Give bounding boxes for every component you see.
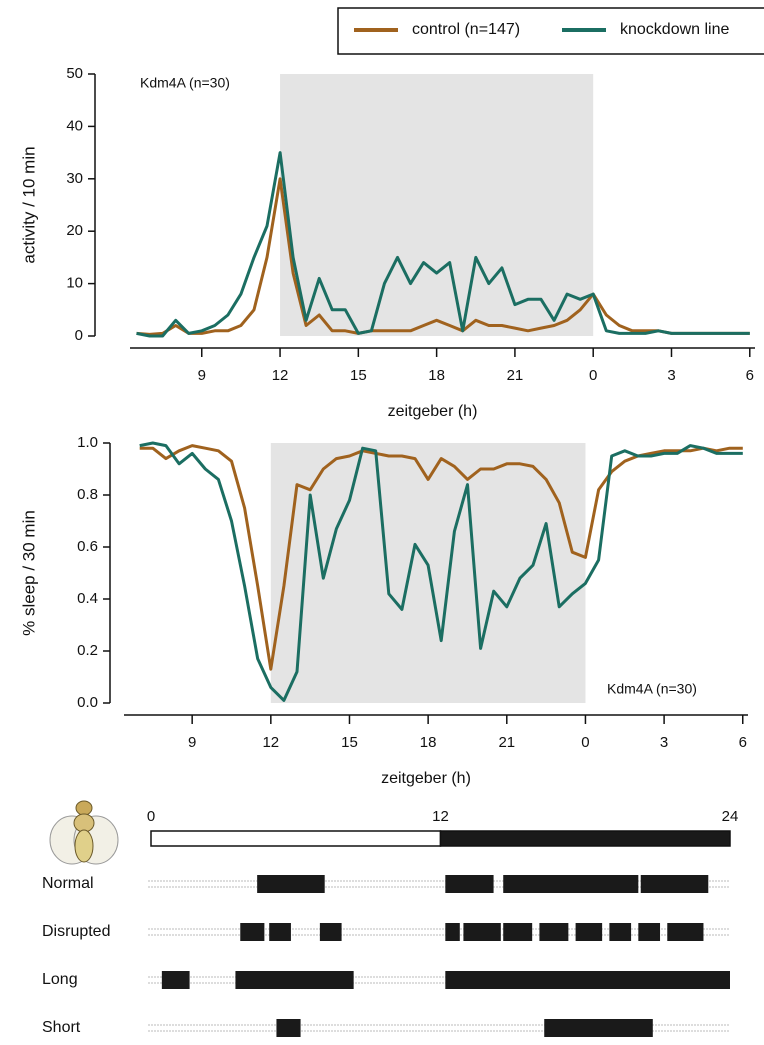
sleep-bout <box>609 923 632 941</box>
y-tick-label: 0.4 <box>77 590 98 607</box>
series-line <box>139 441 743 702</box>
y-tick-label: 0.8 <box>77 486 98 503</box>
sleep-bout <box>640 875 709 893</box>
x-tick-label: 18 <box>420 734 437 751</box>
sleep-bout <box>539 923 569 941</box>
legend-box <box>337 7 764 55</box>
day-tick-label: 12 <box>432 808 449 825</box>
sleep-bout <box>503 875 639 893</box>
annotation: Kdm4A (n=30) <box>140 75 230 91</box>
series-line <box>136 177 750 336</box>
y-tick-label: 1.0 <box>77 434 98 451</box>
sleep-bout <box>269 923 291 941</box>
dark-phase <box>439 830 731 847</box>
x-tick-label: 3 <box>667 367 675 384</box>
sleep-bout <box>638 923 661 941</box>
row-label: Normal <box>42 875 94 892</box>
sleep-bout <box>445 971 730 989</box>
x-tick-label: 12 <box>262 734 279 751</box>
x-tick-label: 3 <box>660 734 668 751</box>
x-axis-label: zeitgeber (h) <box>381 770 471 787</box>
x-tick-label: 21 <box>507 367 524 384</box>
sleep-bout <box>319 923 342 941</box>
sleep-bout <box>463 923 501 941</box>
annotation: Kdm4A (n=30) <box>607 681 697 697</box>
y-tick-label: 0 <box>75 327 83 344</box>
row-label: Long <box>42 971 78 988</box>
x-tick-label: 18 <box>428 367 445 384</box>
y-tick-label: 0.0 <box>77 694 98 711</box>
sleep-bout <box>445 923 460 941</box>
y-axis-label: % sleep / 30 min <box>19 510 38 636</box>
x-tick-label: 12 <box>272 367 289 384</box>
y-tick-label: 10 <box>66 275 83 292</box>
sleep-bout <box>276 1019 301 1037</box>
x-tick-label: 9 <box>188 734 196 751</box>
x-tick-label: 6 <box>739 734 747 751</box>
x-tick-label: 6 <box>746 367 754 384</box>
legend-label: knockdown line <box>620 21 730 38</box>
sleep-bout <box>667 923 704 941</box>
y-axis-label: activity / 10 min <box>19 146 38 263</box>
sleep-bout <box>575 923 603 941</box>
sleep-bout <box>503 923 533 941</box>
sleep-bout <box>240 923 265 941</box>
sleep-bout <box>544 1019 653 1037</box>
night-shade <box>280 74 594 336</box>
x-tick-label: 9 <box>198 367 206 384</box>
y-tick-label: 40 <box>66 117 83 134</box>
day-tick-label: 0 <box>147 808 155 825</box>
sleep-bout <box>445 875 494 893</box>
x-tick-label: 21 <box>498 734 515 751</box>
x-tick-label: 0 <box>581 734 589 751</box>
y-tick-label: 30 <box>66 170 83 187</box>
y-tick-label: 20 <box>66 222 83 239</box>
fly-icon <box>49 800 119 865</box>
x-tick-label: 15 <box>350 367 367 384</box>
y-tick-label: 0.2 <box>77 642 98 659</box>
y-tick-label: 50 <box>66 65 83 82</box>
legend-label: control (n=147) <box>412 21 520 38</box>
row-label: Short <box>42 1019 81 1036</box>
x-tick-label: 15 <box>341 734 358 751</box>
sleep-bout <box>257 875 325 893</box>
series-line <box>136 151 750 338</box>
sleep-bout <box>235 971 354 989</box>
day-tick-label: 24 <box>722 808 739 825</box>
x-axis-label: zeitgeber (h) <box>388 403 478 420</box>
sleep-bout <box>161 971 190 989</box>
row-label: Disrupted <box>42 923 110 940</box>
x-tick-label: 0 <box>589 367 597 384</box>
light-phase <box>150 830 442 847</box>
y-tick-label: 0.6 <box>77 538 98 555</box>
